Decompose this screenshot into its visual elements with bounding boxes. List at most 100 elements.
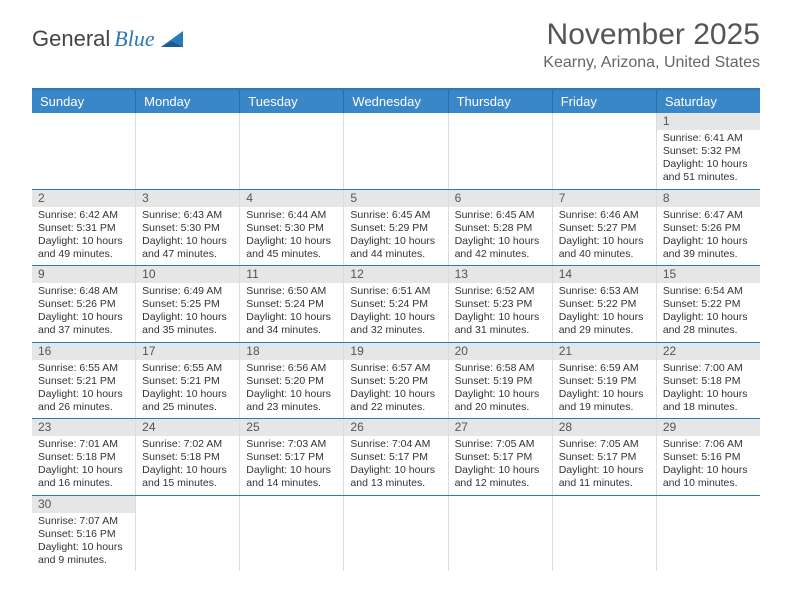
week-row: 1Sunrise: 6:41 AMSunset: 5:32 PMDaylight… bbox=[32, 113, 760, 190]
day-cell bbox=[32, 113, 136, 189]
day-number: 19 bbox=[344, 343, 447, 360]
sunrise-text: Sunrise: 6:46 AM bbox=[559, 209, 650, 222]
day-cell: 13Sunrise: 6:52 AMSunset: 5:23 PMDayligh… bbox=[449, 266, 553, 342]
day-number: 14 bbox=[553, 266, 656, 283]
sunset-text: Sunset: 5:19 PM bbox=[559, 375, 650, 388]
day-number: 16 bbox=[32, 343, 135, 360]
daylight-text: Daylight: 10 hours and 22 minutes. bbox=[350, 388, 441, 414]
page-header: General Blue November 2025 Kearny, Arizo… bbox=[0, 0, 792, 80]
sunrise-text: Sunrise: 6:43 AM bbox=[142, 209, 233, 222]
day-cell: 12Sunrise: 6:51 AMSunset: 5:24 PMDayligh… bbox=[344, 266, 448, 342]
day-of-week-header: Sunday Monday Tuesday Wednesday Thursday… bbox=[32, 90, 760, 113]
sunrise-text: Sunrise: 7:06 AM bbox=[663, 438, 754, 451]
sunrise-text: Sunrise: 6:41 AM bbox=[663, 132, 754, 145]
day-number: 27 bbox=[449, 419, 552, 436]
daylight-text: Daylight: 10 hours and 25 minutes. bbox=[142, 388, 233, 414]
sunset-text: Sunset: 5:17 PM bbox=[455, 451, 546, 464]
day-cell: 24Sunrise: 7:02 AMSunset: 5:18 PMDayligh… bbox=[136, 419, 240, 495]
sunrise-text: Sunrise: 6:42 AM bbox=[38, 209, 129, 222]
sunset-text: Sunset: 5:28 PM bbox=[455, 222, 546, 235]
day-cell: 5Sunrise: 6:45 AMSunset: 5:29 PMDaylight… bbox=[344, 190, 448, 266]
day-cell bbox=[136, 496, 240, 572]
day-cell: 26Sunrise: 7:04 AMSunset: 5:17 PMDayligh… bbox=[344, 419, 448, 495]
sunset-text: Sunset: 5:17 PM bbox=[350, 451, 441, 464]
day-cell bbox=[553, 113, 657, 189]
day-number: 7 bbox=[553, 190, 656, 207]
daylight-text: Daylight: 10 hours and 40 minutes. bbox=[559, 235, 650, 261]
day-number: 18 bbox=[240, 343, 343, 360]
sunset-text: Sunset: 5:16 PM bbox=[38, 528, 129, 541]
sunrise-text: Sunrise: 6:51 AM bbox=[350, 285, 441, 298]
sunrise-text: Sunrise: 6:57 AM bbox=[350, 362, 441, 375]
day-cell: 25 Sunrise: 7:03 AMSunset: 5:17 PMDayligh… bbox=[240, 419, 344, 495]
sunset-text: Sunset: 5:22 PM bbox=[663, 298, 754, 311]
sunrise-text: Sunrise: 7:03 AM bbox=[246, 438, 337, 451]
day-number: 3 bbox=[136, 190, 239, 207]
day-cell: 2 Sunrise: 6:42 AMSunset: 5:31 PMDaylight… bbox=[32, 190, 136, 266]
day-cell: 7 Sunrise: 6:46 AMSunset: 5:27 PMDaylight… bbox=[553, 190, 657, 266]
daylight-text: Daylight: 10 hours and 39 minutes. bbox=[663, 235, 754, 261]
day-cell: 6Sunrise: 6:45 AMSunset: 5:28 PMDaylight… bbox=[449, 190, 553, 266]
location-subtitle: Kearny, Arizona, United States bbox=[543, 54, 760, 72]
sunset-text: Sunset: 5:18 PM bbox=[38, 451, 129, 464]
sunrise-text: Sunrise: 6:55 AM bbox=[38, 362, 129, 375]
month-title: November 2025 bbox=[543, 18, 760, 52]
sunset-text: Sunset: 5:20 PM bbox=[350, 375, 441, 388]
week-row: 2Sunrise: 6:42 AMSunset: 5:31 PMDaylight… bbox=[32, 190, 760, 267]
sunrise-text: Sunrise: 7:00 AM bbox=[663, 362, 754, 375]
logo: General Blue bbox=[32, 26, 187, 52]
daylight-text: Daylight: 10 hours and 14 minutes. bbox=[246, 464, 337, 490]
sunrise-text: Sunrise: 6:49 AM bbox=[142, 285, 233, 298]
day-number: 28 bbox=[553, 419, 656, 436]
sunrise-text: Sunrise: 7:01 AM bbox=[38, 438, 129, 451]
day-cell: 9Sunrise: 6:48 AMSunset: 5:26 PMDaylight… bbox=[32, 266, 136, 342]
daylight-text: Daylight: 10 hours and 49 minutes. bbox=[38, 235, 129, 261]
daylight-text: Daylight: 10 hours and 9 minutes. bbox=[38, 541, 129, 567]
day-number: 13 bbox=[449, 266, 552, 283]
daylight-text: Daylight: 10 hours and 29 minutes. bbox=[559, 311, 650, 337]
day-cell: 21Sunrise: 6:59 AMSunset: 5:19 PMDayligh… bbox=[553, 343, 657, 419]
day-cell: 10 Sunrise: 6:49 AMSunset: 5:25 PMDayligh… bbox=[136, 266, 240, 342]
day-number: 24 bbox=[136, 419, 239, 436]
day-cell: 1Sunrise: 6:41 AMSunset: 5:32 PMDaylight… bbox=[657, 113, 760, 189]
day-cell bbox=[240, 496, 344, 572]
day-cell: 15Sunrise: 6:54 AMSunset: 5:22 PMDayligh… bbox=[657, 266, 760, 342]
daylight-text: Daylight: 10 hours and 10 minutes. bbox=[663, 464, 754, 490]
sunset-text: Sunset: 5:17 PM bbox=[246, 451, 337, 464]
daylight-text: Daylight: 10 hours and 35 minutes. bbox=[142, 311, 233, 337]
sunrise-text: Sunrise: 7:04 AM bbox=[350, 438, 441, 451]
sunrise-text: Sunrise: 6:45 AM bbox=[350, 209, 441, 222]
day-number: 10 bbox=[136, 266, 239, 283]
day-number: 25 bbox=[240, 419, 343, 436]
day-cell: 11Sunrise: 6:50 AMSunset: 5:24 PMDayligh… bbox=[240, 266, 344, 342]
day-number: 2 bbox=[32, 190, 135, 207]
sunset-text: Sunset: 5:31 PM bbox=[38, 222, 129, 235]
dow-thursday: Thursday bbox=[449, 90, 553, 113]
daylight-text: Daylight: 10 hours and 11 minutes. bbox=[559, 464, 650, 490]
day-cell: 30Sunrise: 7:07 AMSunset: 5:16 PMDayligh… bbox=[32, 496, 136, 572]
daylight-text: Daylight: 10 hours and 45 minutes. bbox=[246, 235, 337, 261]
daylight-text: Daylight: 10 hours and 42 minutes. bbox=[455, 235, 546, 261]
sunset-text: Sunset: 5:27 PM bbox=[559, 222, 650, 235]
sunset-text: Sunset: 5:25 PM bbox=[142, 298, 233, 311]
day-cell bbox=[136, 113, 240, 189]
daylight-text: Daylight: 10 hours and 13 minutes. bbox=[350, 464, 441, 490]
sunrise-text: Sunrise: 7:07 AM bbox=[38, 515, 129, 528]
day-cell: 3Sunrise: 6:43 AMSunset: 5:30 PMDaylight… bbox=[136, 190, 240, 266]
daylight-text: Daylight: 10 hours and 15 minutes. bbox=[142, 464, 233, 490]
sunset-text: Sunset: 5:21 PM bbox=[38, 375, 129, 388]
day-number: 1 bbox=[657, 113, 760, 130]
daylight-text: Daylight: 10 hours and 26 minutes. bbox=[38, 388, 129, 414]
sunrise-text: Sunrise: 6:56 AM bbox=[246, 362, 337, 375]
daylight-text: Daylight: 10 hours and 31 minutes. bbox=[455, 311, 546, 337]
sunrise-text: Sunrise: 6:55 AM bbox=[142, 362, 233, 375]
sunrise-text: Sunrise: 6:52 AM bbox=[455, 285, 546, 298]
sunset-text: Sunset: 5:24 PM bbox=[246, 298, 337, 311]
day-cell: 28Sunrise: 7:05 AMSunset: 5:17 PMDayligh… bbox=[553, 419, 657, 495]
day-cell: 19 Sunrise: 6:57 AMSunset: 5:20 PMDayligh… bbox=[344, 343, 448, 419]
day-cell: 4Sunrise: 6:44 AMSunset: 5:30 PMDaylight… bbox=[240, 190, 344, 266]
sunset-text: Sunset: 5:24 PM bbox=[350, 298, 441, 311]
sunset-text: Sunset: 5:26 PM bbox=[38, 298, 129, 311]
day-cell bbox=[344, 496, 448, 572]
sunset-text: Sunset: 5:19 PM bbox=[455, 375, 546, 388]
